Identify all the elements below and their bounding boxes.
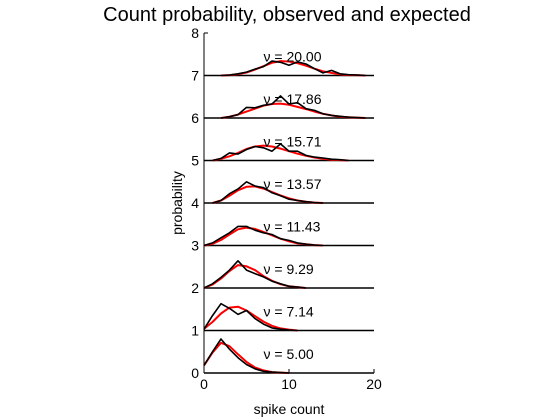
observed-curve [212,181,324,204]
observed-curve [203,338,290,374]
observed-curve [212,143,349,162]
y-tick-label: 2 [191,280,199,296]
panel-8: ν = 20.00 [204,48,374,77]
panel-6: ν = 15.71 [204,133,374,162]
y-tick-label: 5 [191,153,199,169]
y-tick-label: 6 [191,110,199,126]
y-tick-label: 7 [191,68,199,84]
panel-5: ν = 13.57 [204,176,374,204]
y-tick-label: 1 [191,323,199,339]
panel-4: ν = 11.43 [203,218,374,247]
panel-label: ν = 17.86 [264,91,322,107]
x-tick-label: 20 [366,376,382,392]
y-tick-label: 3 [191,238,199,254]
panel-label: ν = 9.29 [264,261,314,277]
x-tick-label: 0 [200,376,208,392]
panel-2: ν = 7.14 [203,302,374,332]
panel-label: ν = 20.00 [264,48,322,64]
observed-curve [203,225,324,247]
y-axis-label: probability [169,171,185,235]
plot-area: 0 1 2 3 4 5 6 7 8 0 10 20 ν = 5.00 ν = 7.14 ν = 9.29 ν … [191,25,382,392]
chart-title: Count probability, observed and expected [103,4,471,26]
panel-label: ν = 13.57 [264,176,322,192]
observed-curve [203,259,307,289]
panel-7: ν = 17.86 [204,91,374,119]
y-tick-label: 8 [191,25,199,41]
y-tick-label: 4 [191,195,199,211]
x-tick-label: 10 [281,376,297,392]
panel-label: ν = 5.00 [264,346,314,362]
panel-3: ν = 9.29 [203,259,374,289]
panel-1: ν = 5.00 [203,338,374,374]
panel-label: ν = 15.71 [264,133,322,149]
observed-curve [220,95,366,119]
observed-curve [220,60,366,77]
panel-label: ν = 11.43 [264,218,321,234]
x-axis-label: spike count [254,401,325,417]
y-tick-label: 0 [191,365,199,381]
observed-curve [203,302,298,332]
panel-label: ν = 7.14 [264,303,314,319]
